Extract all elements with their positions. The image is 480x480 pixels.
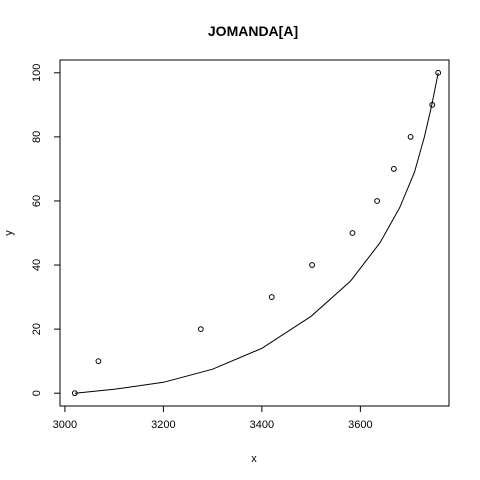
data-point	[374, 198, 381, 204]
data-point	[407, 133, 414, 140]
data-point	[349, 230, 356, 236]
x-axis: 3000 3200 3400 3600	[53, 405, 373, 431]
data-point	[95, 358, 102, 365]
chart-title: JOMANDA[A]	[208, 23, 298, 39]
x-tick-label: 3600	[348, 419, 372, 431]
data-point	[435, 69, 442, 76]
fit-curve-line	[74, 72, 439, 394]
y-tick-label: 80	[31, 131, 43, 143]
data-point	[71, 390, 78, 397]
y-tick-label: 20	[31, 323, 43, 335]
y-tick-label: 60	[31, 195, 43, 207]
x-axis-label: x	[251, 453, 257, 465]
y-axis: 0 20 40 60 80 100	[31, 64, 61, 396]
plot-frame	[59, 59, 450, 407]
x-tick-label: 3000	[53, 419, 77, 431]
y-axis-label: y	[3, 230, 15, 236]
data-points	[71, 69, 442, 397]
x-tick-label: 3400	[250, 419, 274, 431]
data-point	[429, 101, 436, 108]
data-point	[268, 294, 275, 300]
y-tick-label: 40	[31, 259, 43, 271]
data-point	[197, 326, 204, 333]
y-tick-label: 100	[31, 64, 43, 82]
y-tick-label: 0	[31, 390, 43, 396]
data-point	[390, 166, 397, 172]
x-tick-label: 3200	[151, 419, 175, 431]
data-point	[309, 262, 316, 268]
